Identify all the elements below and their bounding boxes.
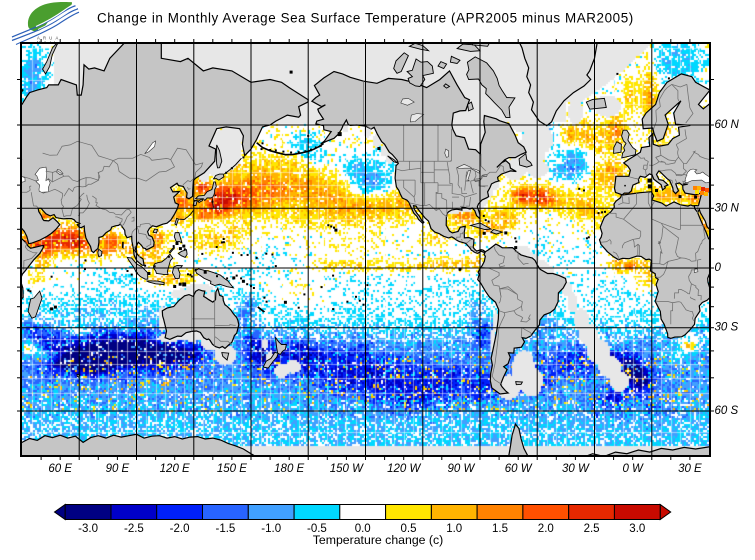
- svg-text:180 E: 180 E: [274, 463, 304, 475]
- svg-text:30 E: 30 E: [678, 463, 702, 475]
- svg-text:150 E: 150 E: [217, 463, 247, 475]
- svg-text:-1.0: -1.0: [261, 523, 281, 535]
- svg-text:-3.0: -3.0: [78, 523, 98, 535]
- svg-text:120 E: 120 E: [160, 463, 190, 475]
- svg-text:-1.5: -1.5: [215, 523, 235, 535]
- svg-text:Change in Monthly Average Sea: Change in Monthly Average Sea Surface Te…: [97, 11, 634, 26]
- svg-text:90 W: 90 W: [447, 463, 475, 475]
- svg-text:-2.0: -2.0: [170, 523, 190, 535]
- svg-text:120 W: 120 W: [387, 463, 421, 475]
- svg-text:30 S: 30 S: [715, 322, 739, 334]
- svg-text:-0.5: -0.5: [307, 523, 327, 535]
- svg-text:60 S: 60 S: [715, 405, 739, 417]
- svg-text:-2.5: -2.5: [124, 523, 144, 535]
- svg-text:1.5: 1.5: [492, 523, 508, 535]
- svg-text:Temperature change (c): Temperature change (c): [313, 533, 444, 547]
- svg-text:60 W: 60 W: [505, 463, 533, 475]
- svg-text:0: 0: [715, 262, 722, 274]
- svg-text:60 E: 60 E: [48, 463, 72, 475]
- svg-text:2.5: 2.5: [584, 523, 600, 535]
- svg-text:2.0: 2.0: [538, 523, 554, 535]
- svg-text:0.0: 0.0: [355, 523, 371, 535]
- svg-text:30 N: 30 N: [715, 202, 740, 214]
- svg-text:0 W: 0 W: [622, 463, 644, 475]
- svg-text:0.5: 0.5: [401, 523, 417, 535]
- svg-text:150 W: 150 W: [330, 463, 364, 475]
- svg-text:3.0: 3.0: [629, 523, 645, 535]
- svg-text:ARUA: ARUA: [37, 36, 61, 41]
- svg-text:60 N: 60 N: [715, 119, 740, 131]
- svg-text:30 W: 30 W: [562, 463, 590, 475]
- svg-text:90 E: 90 E: [106, 463, 130, 475]
- svg-text:1.0: 1.0: [446, 523, 462, 535]
